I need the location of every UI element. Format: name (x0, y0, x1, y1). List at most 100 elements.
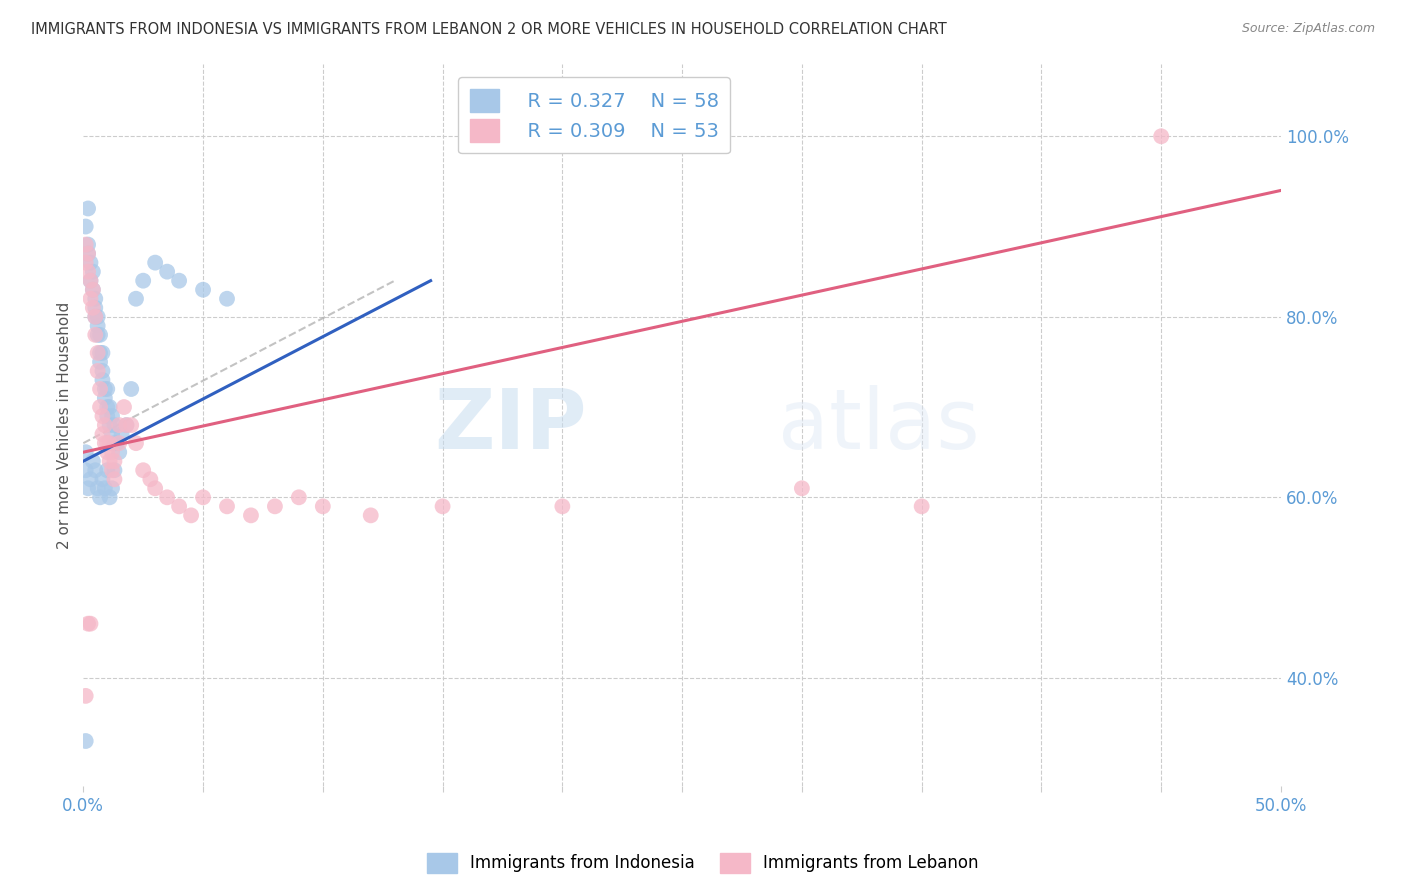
Point (103, 472, 125, 486)
Legend: Immigrants from Indonesia, Immigrants from Lebanon: Immigrants from Indonesia, Immigrants fr… (420, 847, 986, 880)
Point (77, 481, 100, 495)
Point (96, 409, 118, 423)
Point (75, 463, 97, 477)
Point (82, 265, 104, 279)
Text: atlas: atlas (778, 384, 980, 466)
Point (101, 481, 124, 495)
Point (84, 310, 107, 324)
Point (551, 500, 574, 514)
Text: ZIP: ZIP (434, 384, 586, 466)
Point (103, 436, 125, 450)
Point (143, 481, 166, 495)
Point (215, 292, 238, 306)
Point (103, 454, 125, 468)
Point (75, 734, 97, 748)
Point (101, 427, 124, 442)
Point (75, 445, 97, 459)
Point (77, 202, 100, 216)
Point (432, 500, 454, 514)
Point (86, 481, 108, 495)
Point (110, 427, 132, 442)
Point (75, 689, 97, 703)
Point (96, 400, 118, 414)
Point (108, 418, 131, 433)
Point (94, 382, 117, 396)
Point (108, 445, 131, 459)
Point (101, 409, 124, 423)
Point (239, 508, 262, 523)
Point (91, 409, 114, 423)
Point (143, 255, 166, 269)
Point (91, 373, 114, 387)
Point (156, 491, 179, 505)
Point (75, 237, 97, 252)
Point (98, 400, 121, 414)
Point (94, 481, 117, 495)
Point (125, 436, 148, 450)
Point (79, 616, 101, 631)
Point (84, 301, 107, 315)
Point (86, 318, 108, 333)
Point (91, 472, 114, 486)
Point (84, 463, 107, 477)
Point (94, 436, 117, 450)
Point (115, 418, 138, 433)
Point (79, 472, 101, 486)
Point (191, 283, 214, 297)
Point (82, 454, 104, 468)
Point (132, 274, 155, 288)
Point (98, 491, 121, 505)
Point (98, 436, 121, 450)
Point (911, 500, 934, 514)
Point (132, 463, 155, 477)
Point (101, 463, 124, 477)
Point (86, 310, 108, 324)
Point (84, 292, 107, 306)
Point (139, 472, 162, 486)
Point (108, 436, 131, 450)
Point (180, 508, 202, 523)
Point (167, 500, 190, 514)
Point (91, 427, 114, 442)
Point (77, 265, 100, 279)
Point (156, 265, 179, 279)
Point (105, 436, 128, 450)
Point (91, 364, 114, 378)
Point (79, 292, 101, 306)
Point (215, 500, 238, 514)
Point (82, 301, 104, 315)
Point (86, 346, 108, 360)
Point (96, 463, 118, 477)
Point (96, 382, 118, 396)
Point (98, 418, 121, 433)
Point (120, 418, 142, 433)
Point (89, 346, 111, 360)
Point (79, 274, 101, 288)
Point (89, 400, 111, 414)
Point (84, 310, 107, 324)
Point (98, 454, 121, 468)
Point (77, 616, 100, 631)
Point (77, 237, 100, 252)
Point (790, 481, 813, 495)
Point (77, 246, 100, 260)
Point (288, 491, 311, 505)
Point (94, 418, 117, 433)
Point (79, 274, 101, 288)
Point (103, 418, 125, 433)
Point (89, 491, 111, 505)
Point (79, 255, 101, 269)
Point (312, 500, 335, 514)
Point (112, 400, 135, 414)
Point (360, 508, 382, 523)
Point (89, 382, 111, 396)
Point (91, 346, 114, 360)
Point (103, 463, 125, 477)
Point (264, 500, 287, 514)
Text: Source: ZipAtlas.com: Source: ZipAtlas.com (1241, 22, 1375, 36)
Point (120, 382, 142, 396)
Y-axis label: 2 or more Vehicles in Household: 2 or more Vehicles in Household (58, 301, 72, 549)
Text: IMMIGRANTS FROM INDONESIA VS IMMIGRANTS FROM LEBANON 2 OR MORE VEHICLES IN HOUSE: IMMIGRANTS FROM INDONESIA VS IMMIGRANTS … (31, 22, 946, 37)
Point (86, 364, 108, 378)
Point (94, 391, 117, 405)
